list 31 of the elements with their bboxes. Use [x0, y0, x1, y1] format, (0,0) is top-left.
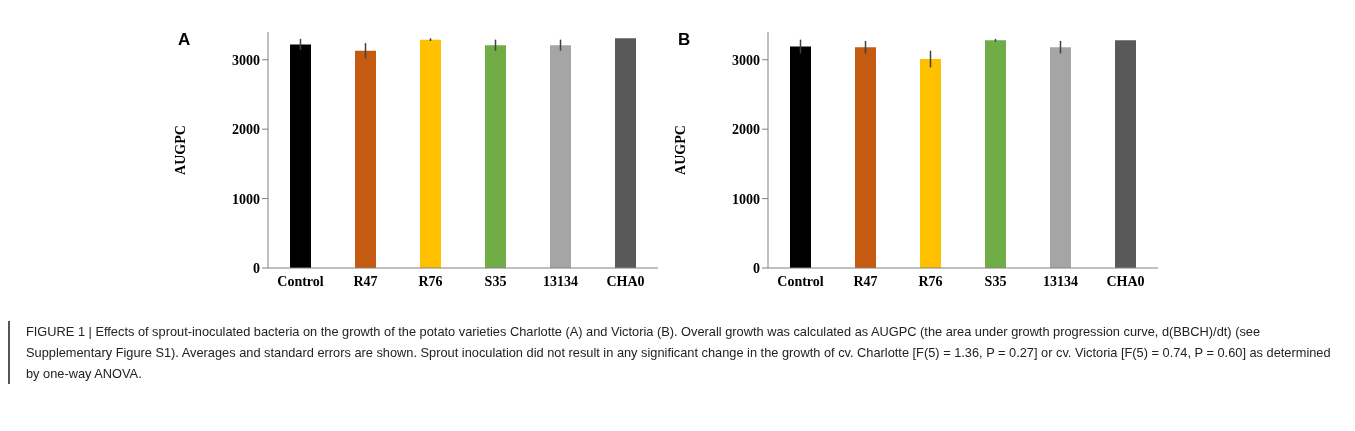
y-tick-label: 2000 [732, 122, 760, 138]
bar [615, 38, 636, 268]
x-tick-label: S35 [484, 273, 507, 289]
x-tick-label: 13134 [543, 273, 578, 289]
y-axis-title: AUGPC [172, 125, 188, 175]
x-tick-label: Control [777, 273, 824, 289]
y-tick-label: 1000 [232, 191, 260, 207]
text: B [678, 30, 691, 50]
bar [420, 39, 441, 268]
bar [485, 45, 506, 268]
x-tick-label: R76 [418, 273, 443, 289]
bar [355, 50, 376, 268]
text: A [178, 30, 191, 50]
y-tick-label: 3000 [232, 52, 260, 68]
y-tick-label: 3000 [732, 52, 760, 68]
bar [290, 44, 311, 268]
x-tick-label: CHA0 [1106, 273, 1145, 289]
y-tick-label: 1000 [732, 191, 760, 207]
x-tick-label: R47 [353, 273, 378, 289]
x-tick-label: CHA0 [606, 273, 645, 289]
x-tick-label: 13134 [1043, 273, 1078, 289]
x-tick-label: Control [277, 273, 324, 289]
y-tick-label: 0 [753, 260, 760, 276]
y-tick-label: 0 [253, 260, 260, 276]
bar [550, 45, 571, 268]
caption: FIGURE 1 | Effects of sprout-inoculated bacteria on the growth of the potato varieties Charlotte (A) and Victoria (B). Overall growth was calculated as AUGPC (the area under growth progression curve, d(BBCH)/dt) (see Supplementary Figure S1). Averages and standard errors are shown. Sprout inoculation did not result in any significant change in the growth of cv. Charlotte [F(5) = 1.36, P = 0.27] or cv. Victoria [F(5) = 0.74, P = 0.60] as determined by one-way ANOVA. [26, 324, 1331, 381]
x-tick-label: R47 [853, 273, 878, 289]
y-tick-label: 2000 [232, 122, 260, 138]
x-tick-label: S35 [984, 273, 1007, 289]
y-axis-title: AUGPC [672, 125, 688, 175]
x-tick-label: R76 [918, 273, 943, 289]
